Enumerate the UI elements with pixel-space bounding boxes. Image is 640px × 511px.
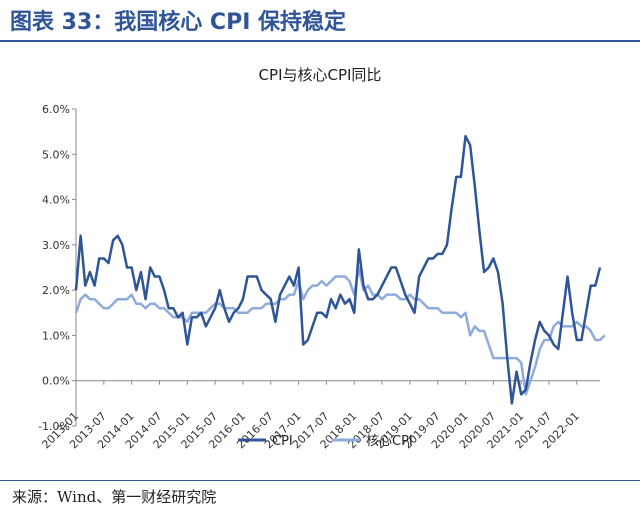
y-tick-label: -1.0% [38,420,70,433]
y-tick-label: 3.0% [42,239,70,252]
series-line-core-cpi [74,266,606,396]
legend-label: CPI [272,434,293,449]
figure-title: 图表 33：我国核心 CPI 保持稳定 [10,10,347,35]
source-note: 来源：Wind、第一财经研究院 [12,488,217,506]
legend-label: 核心CPI [366,434,413,449]
y-tick-label: 6.0% [42,103,70,116]
footer-divider [0,480,640,481]
y-tick-label: 4.0% [42,194,70,207]
y-tick-label: 5.0% [42,148,70,161]
series-line-cpi [74,134,602,405]
chart-title: CPI与核心CPI同比 [259,66,382,84]
header-divider [0,40,640,42]
y-tick-label: 0.0% [42,375,70,388]
y-tick-label: 1.0% [42,329,70,342]
line-chart: CPI与核心CPI同比 -1.0% 0.0% 1.0% 2.0% 3.0% 4.0% 5.0%… [38,66,606,451]
y-tick-label: 2.0% [42,284,70,297]
report-header: 图表 33：我国核心 CPI 保持稳定 [0,0,640,42]
